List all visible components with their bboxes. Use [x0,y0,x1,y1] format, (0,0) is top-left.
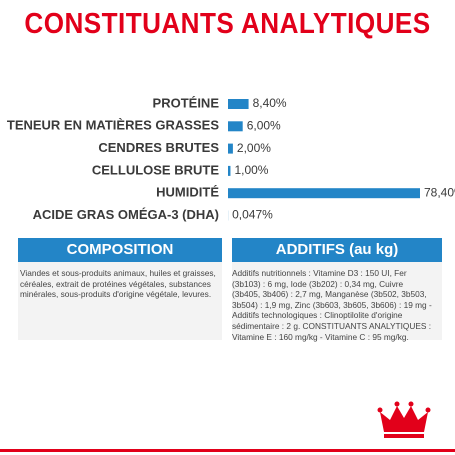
composition-text: Viandes et sous-produits animaux, huiles… [20,268,216,300]
nutrient-label: HUMIDITÉ [156,185,219,200]
additifs-panel [232,262,442,340]
bar [228,121,243,132]
composition-panel [18,262,222,340]
bar [228,188,420,199]
nutrient-label: CENDRES BRUTES [98,140,219,155]
nutrient-label: PROTÉINE [153,95,220,110]
bar [228,143,233,154]
crown-logo [377,401,431,438]
bar [228,165,231,176]
value-label: 78,40% [424,185,455,199]
value-label: 2,00% [237,141,271,155]
nutrient-chart: PROTÉINE 8,40% TENEUR EN MATIÈRES GRASSES 6… [7,95,455,222]
nutrient-label: TENEUR EN MATIÈRES GRASSES [7,118,219,133]
additifs-heading: ADDITIFS (au kg) [232,238,442,262]
additifs-text: Additifs nutritionnels : Vitamine D3 : 1… [232,268,432,342]
composition-heading: COMPOSITION [18,238,222,262]
value-label: 0,047% [232,208,273,222]
value-label: 1,00% [234,163,268,177]
title: CONSTITUANTS ANALYTIQUES [24,8,431,40]
nutrient-label: CELLULOSE BRUTE [92,162,219,177]
value-label: 8,40% [253,96,287,110]
nutrient-label: ACIDE GRAS OMÉGA-3 (DHA) [33,207,219,222]
bottom-rule [0,449,455,452]
bar [228,99,249,109]
value-label: 6,00% [247,118,281,132]
